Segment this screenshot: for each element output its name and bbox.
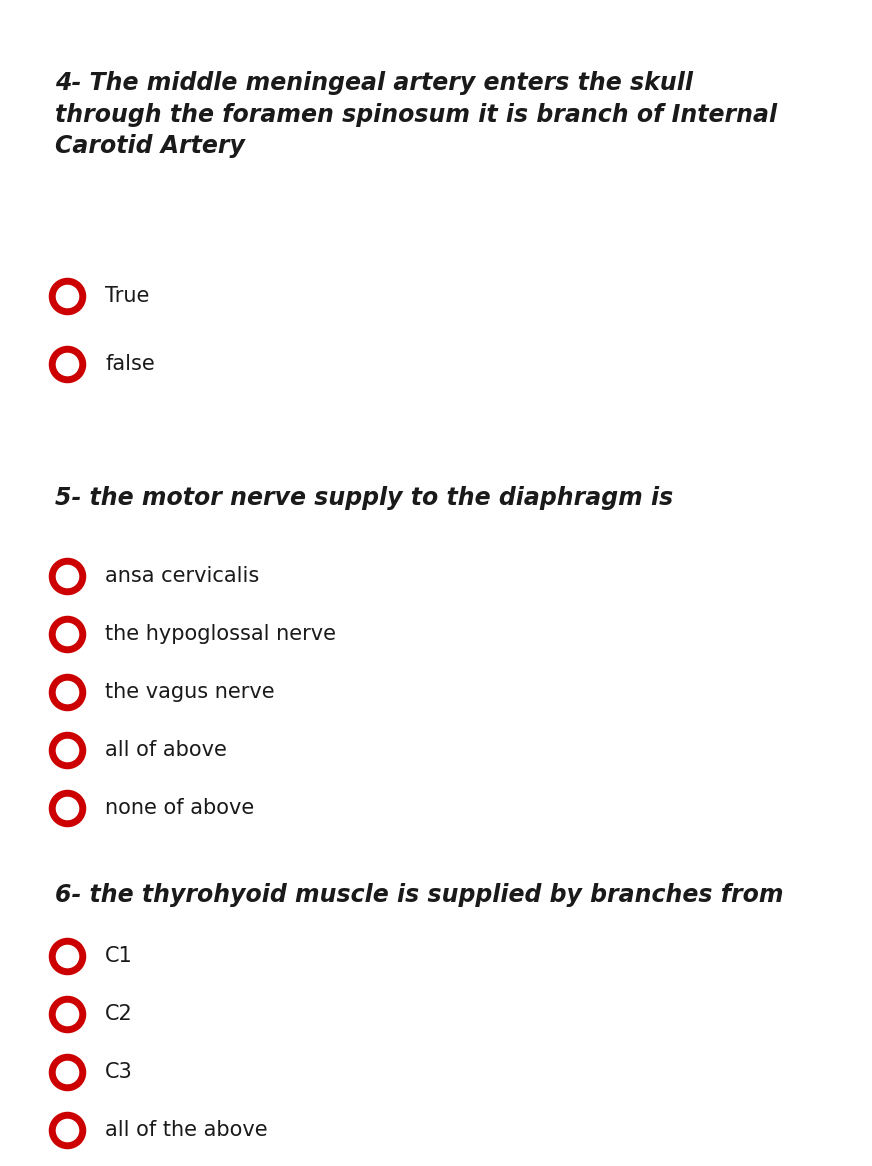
Text: the vagus nerve: the vagus nerve bbox=[105, 682, 275, 702]
Text: 5- the motor nerve supply to the diaphragm is: 5- the motor nerve supply to the diaphra… bbox=[55, 486, 673, 510]
Text: True: True bbox=[105, 286, 149, 305]
Text: C2: C2 bbox=[105, 1004, 133, 1024]
Text: none of above: none of above bbox=[105, 798, 255, 819]
Text: false: false bbox=[105, 354, 154, 374]
Text: ansa cervicalis: ansa cervicalis bbox=[105, 566, 259, 586]
Text: the hypoglossal nerve: the hypoglossal nerve bbox=[105, 624, 336, 644]
Text: all of above: all of above bbox=[105, 740, 227, 760]
Text: C1: C1 bbox=[105, 946, 133, 965]
Text: 4- The middle meningeal artery enters the skull
through the foramen spinosum it : 4- The middle meningeal artery enters th… bbox=[55, 71, 777, 159]
Text: 6- the thyrohyoid muscle is supplied by branches from: 6- the thyrohyoid muscle is supplied by … bbox=[55, 883, 784, 907]
Text: all of the above: all of the above bbox=[105, 1121, 268, 1140]
Text: C3: C3 bbox=[105, 1062, 133, 1082]
